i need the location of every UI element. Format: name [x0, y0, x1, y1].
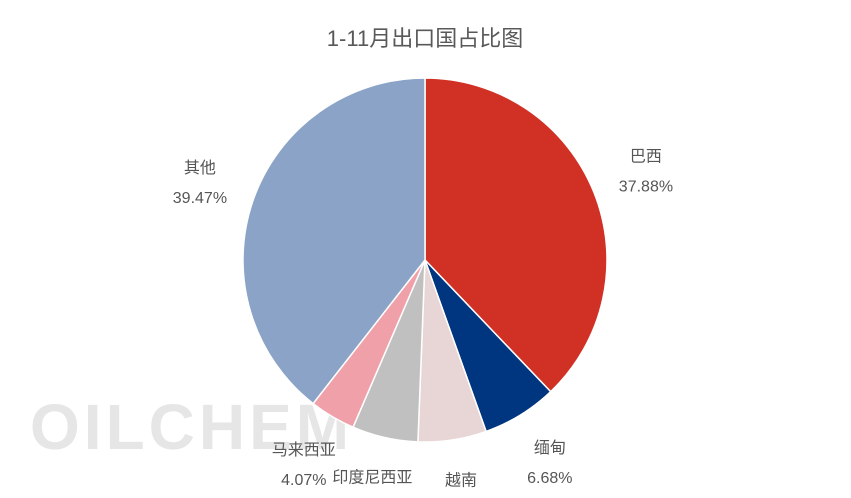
slice-label: 越南: [445, 471, 477, 489]
pie-slice: [242, 77, 426, 405]
value-label: 4.07%: [281, 472, 326, 489]
value-label: 39.47%: [173, 190, 227, 207]
pie-slice: [424, 77, 608, 393]
slice-label: 马来西亚: [272, 441, 336, 459]
slice-label: 巴西: [630, 149, 662, 166]
value-label: 37.88%: [619, 179, 673, 196]
slice-label: 印度尼西亚: [332, 468, 412, 486]
slice-label: 缅甸: [534, 439, 566, 457]
watermark: OILCHEM: [30, 391, 353, 463]
chart-title: 1-11月出口国占比图: [327, 26, 523, 51]
value-label: 6.68%: [527, 470, 572, 487]
slice-label: 其他: [184, 159, 216, 177]
